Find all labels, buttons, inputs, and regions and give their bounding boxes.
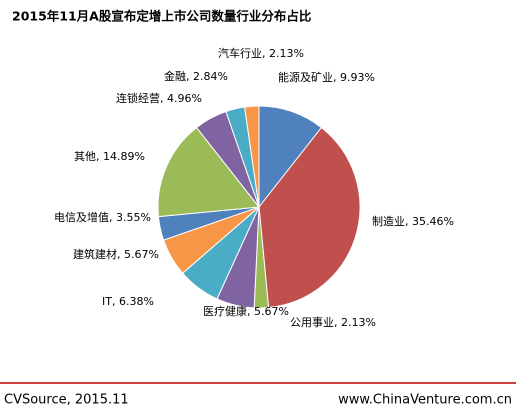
chart-title: 2015年11月A股宣布定增上市公司数量行业分布占比 <box>12 9 312 24</box>
data-label: 医疗健康, 5.67% <box>203 304 289 318</box>
data-label: 制造业, 35.46% <box>372 214 454 228</box>
data-label: 金融, 2.84% <box>164 69 228 83</box>
data-label: 能源及矿业, 9.93% <box>278 70 375 84</box>
pie-slice <box>258 126 361 309</box>
data-label: 建筑建材, 5.67% <box>73 247 159 261</box>
data-label: 电信及增值, 3.55% <box>54 210 151 224</box>
footer-source: CVSource, 2015.11 <box>4 393 129 408</box>
pie-slice <box>258 105 323 209</box>
data-label: 连锁经营, 4.96% <box>116 91 202 105</box>
data-label: 其他, 14.89% <box>74 150 145 163</box>
pie-slice <box>244 105 260 208</box>
data-label: 公用事业, 2.13% <box>290 316 376 329</box>
footer-site: www.ChinaVenture.com.cn <box>338 393 512 408</box>
data-label: 汽车行业, 2.13% <box>218 46 304 60</box>
data-label: IT, 6.38% <box>102 295 154 308</box>
pie-slice <box>157 126 260 218</box>
